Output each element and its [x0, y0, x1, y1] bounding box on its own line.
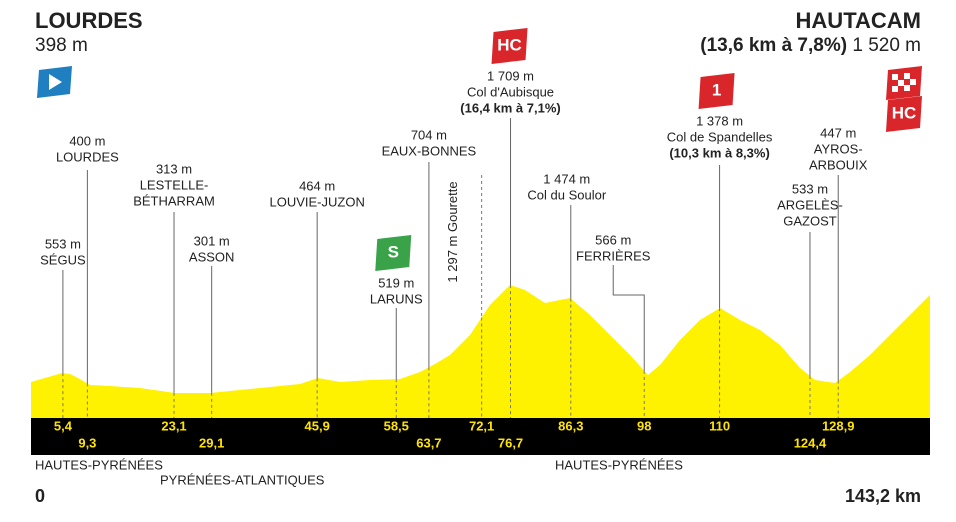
- finish-flag: [886, 66, 922, 100]
- distance-bar: [31, 418, 930, 455]
- climb-label: (16,4 km à 7,1%): [460, 100, 560, 115]
- km-label: 5,4: [54, 418, 73, 433]
- region: HAUTES-PYRÉNÉES: [35, 457, 163, 472]
- km-label: 45,9: [305, 418, 330, 433]
- category: 1: [712, 80, 721, 99]
- waypoint-label: Col du Soulor: [527, 187, 606, 202]
- waypoint-label: LARUNS: [370, 291, 423, 306]
- sprint: S: [388, 242, 399, 261]
- category: HC: [497, 35, 522, 54]
- region: PYRÉNÉES-ATLANTIQUES: [160, 472, 325, 487]
- waypoint-label: 704 m: [411, 127, 447, 142]
- waypoint-label: 313 m: [156, 161, 192, 176]
- km-label: 63,7: [416, 435, 441, 450]
- finish-category: HC: [892, 103, 917, 122]
- category-badge: [491, 28, 528, 64]
- waypoint-label: 553 m: [45, 236, 81, 251]
- category-badge: [698, 73, 735, 109]
- waypoint-label: LESTELLE-: [140, 177, 209, 192]
- waypoint-label: BÉTHARRAM: [133, 193, 215, 208]
- km-label: 98: [637, 418, 651, 433]
- waypoint-label: 447 m: [820, 125, 856, 140]
- km-label: 124,4: [794, 435, 827, 450]
- km-label: 9,3: [78, 435, 96, 450]
- km-label: 86,3: [558, 418, 583, 433]
- finish-name: HAUTACAM: [796, 8, 921, 33]
- km-label: 72,1: [469, 418, 494, 433]
- finish-altitude: 1 520 m: [852, 35, 921, 56]
- finish-climb: (13,6 km à 7,8%): [700, 35, 847, 56]
- climb-label: (10,3 km à 8,3%): [669, 145, 769, 160]
- km-label: 76,7: [498, 435, 523, 450]
- finish-line: (13,6 km à 7,8%) 1 520 m: [700, 35, 921, 56]
- distance-total: 143,2 km: [845, 486, 921, 506]
- elevation-profile: [31, 285, 930, 418]
- start-name: LOURDES: [35, 8, 143, 33]
- finish-category-badge: [886, 96, 922, 132]
- waypoint-label: 1 474 m: [543, 171, 590, 186]
- waypoint-label: Col d'Aubisque: [467, 84, 554, 99]
- km-label: 58,5: [384, 418, 409, 433]
- km-label: 110: [709, 418, 730, 433]
- waypoint-label: 566 m: [595, 232, 631, 247]
- waypoint-label: 301 m: [194, 233, 230, 248]
- waypoint-label: AYROS-: [814, 141, 863, 156]
- waypoint-label: 1 297 m Gourette: [445, 181, 460, 282]
- waypoint-label: 533 m: [792, 181, 828, 196]
- km-label: 29,1: [199, 435, 224, 450]
- waypoint-label: ASSON: [189, 249, 235, 264]
- waypoint-label: 519 m: [378, 275, 414, 290]
- start-altitude: 398 m: [35, 35, 88, 56]
- waypoint-label: ARGELÈS-: [777, 197, 843, 212]
- sprint-badge: [375, 235, 412, 271]
- waypoint-label: GAZOST: [783, 213, 837, 228]
- waypoint-label: 464 m: [299, 178, 335, 193]
- waypoint-label: ARBOUIX: [809, 157, 868, 172]
- waypoint-label: Col de Spandelles: [667, 129, 773, 144]
- waypoint-label: EAUX-BONNES: [382, 143, 477, 158]
- waypoint-label: 1 709 m: [487, 68, 534, 83]
- region: HAUTES-PYRÉNÉES: [555, 457, 683, 472]
- km-label: 23,1: [161, 418, 186, 433]
- waypoint-label: SÉGUS: [40, 252, 86, 267]
- waypoint-label: LOUVIE-JUZON: [269, 194, 364, 209]
- waypoint-label: LOURDES: [56, 149, 119, 164]
- km-label: 128,9: [822, 418, 855, 433]
- waypoint-label: 1 378 m: [696, 113, 743, 128]
- distance-start: 0: [35, 486, 45, 506]
- waypoint-line: [612, 265, 645, 371]
- waypoint-label: FERRIÈRES: [576, 248, 651, 263]
- waypoint-label: 400 m: [69, 133, 105, 148]
- start-arrow: [49, 74, 62, 90]
